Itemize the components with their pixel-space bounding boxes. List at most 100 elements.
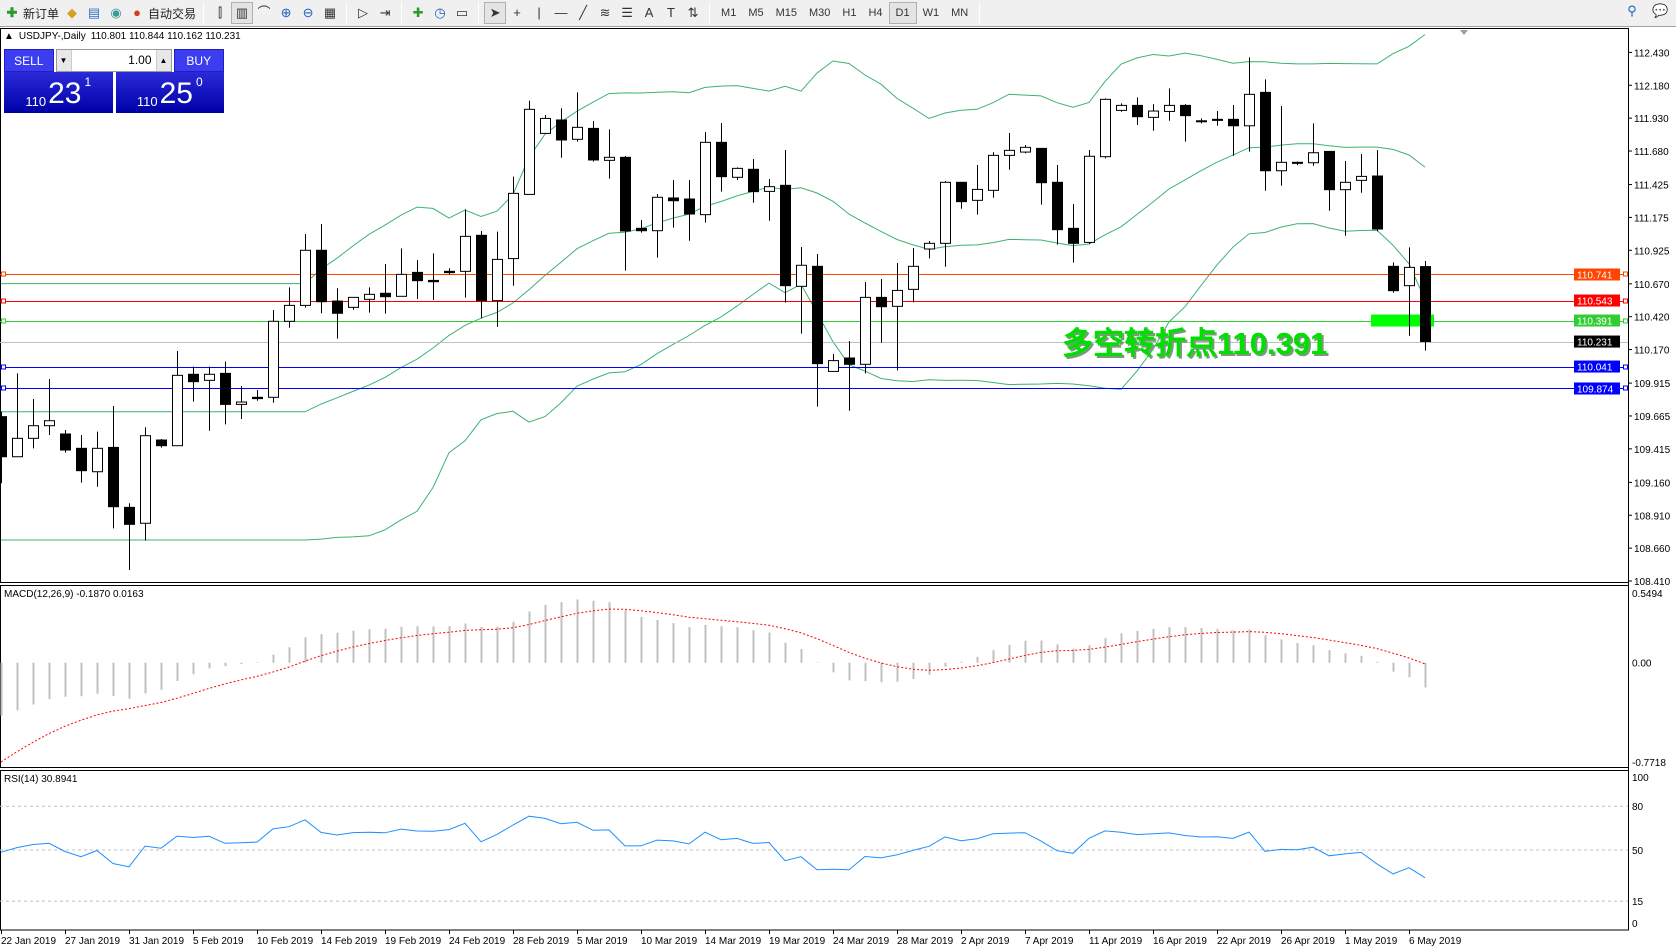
timeframe-d1[interactable]: D1 [888, 2, 917, 24]
periods-clock-button[interactable]: ◷ [429, 2, 451, 24]
level-price-tag [1574, 335, 1620, 348]
candle-body-bear [188, 373, 199, 383]
timeframe-h4[interactable]: H4 [868, 7, 883, 19]
timeframe-m30[interactable]: M30 [809, 7, 831, 19]
candle [972, 164, 983, 215]
lot-increase-button[interactable]: ▲ [155, 50, 171, 71]
candle-body-bull [204, 373, 215, 381]
vertical-line-button[interactable]: | [528, 2, 550, 24]
timeframe-mn[interactable]: MN [951, 7, 969, 19]
cursor-button[interactable]: ➤ [484, 2, 507, 24]
level-anchor-left[interactable] [1, 318, 6, 324]
date-tick-label: 31 Jan 2019 [129, 936, 184, 947]
candle-body-bear [1212, 118, 1223, 121]
candle-body-bull [236, 401, 247, 405]
candle [1052, 164, 1063, 245]
crosshair-button[interactable]: + [506, 2, 528, 24]
autoscroll-button[interactable]: ▷ [352, 2, 374, 24]
level-anchor-right[interactable] [1623, 318, 1628, 324]
level-anchor-right[interactable] [1623, 298, 1628, 304]
templates-button[interactable]: ▭ [451, 2, 473, 24]
chart-shift-marker-icon[interactable] [1460, 30, 1468, 35]
candle [652, 194, 663, 258]
candle-body-bull [348, 296, 359, 308]
collapse-triangle-icon[interactable]: ▲ [4, 31, 14, 42]
level-price-label: 110.391 [1577, 317, 1613, 328]
candle [764, 179, 775, 221]
new-order-button[interactable]: ✚ 新订单 [2, 2, 61, 24]
text-label-button[interactable]: T [660, 2, 682, 24]
lot-decrease-button[interactable]: ▼ [56, 50, 72, 71]
candle-body-bear [1372, 175, 1383, 230]
right-tools: ⚲ 💬 [1624, 3, 1668, 19]
book-button[interactable]: ◆ [61, 2, 83, 24]
timeframe-h1[interactable]: H1 [842, 7, 857, 19]
buy-button[interactable]: BUY [173, 49, 224, 72]
buy-price[interactable]: 110 25 0 [115, 72, 224, 113]
candle-body-bear [332, 300, 343, 314]
candle [380, 263, 391, 314]
timeframe-m5[interactable]: M5 [748, 7, 764, 19]
timeframe-m15[interactable]: M15 [775, 7, 797, 19]
level-anchor-left[interactable] [1, 271, 6, 277]
sell-button[interactable]: SELL [4, 49, 54, 72]
candle [236, 385, 247, 420]
tile-windows-button[interactable]: ▦ [319, 2, 341, 24]
candle [1116, 103, 1127, 112]
fibo-retracement-button[interactable]: ☰ [616, 2, 638, 24]
candle-body-bull [572, 126, 583, 140]
pivot-highlight-box[interactable] [1371, 314, 1434, 327]
chart-shift-button[interactable]: ⇥ [374, 2, 396, 24]
rsi-line [0, 815, 1426, 879]
signal-button[interactable]: ◉ [105, 2, 127, 24]
arrows-button[interactable]: ⇅ [682, 2, 704, 24]
trendline-button[interactable]: ╱ [572, 2, 594, 24]
text-icon: A [644, 5, 654, 20]
add-indicator-button[interactable]: ✚ [407, 2, 429, 24]
candle-body-bull [1148, 110, 1159, 118]
candle-body-bull [1084, 155, 1095, 243]
level-anchor-right[interactable] [1623, 271, 1628, 277]
candlestick-button[interactable]: ▥ [231, 2, 254, 24]
level-anchor-left[interactable] [1, 385, 6, 391]
candle-body-bear [780, 184, 791, 287]
candle-body-bull [460, 235, 471, 272]
price-tick-label: 110.170 [1634, 346, 1670, 357]
date-tick-label: 2 Apr 2019 [961, 936, 1010, 947]
zoom-out-button[interactable]: ⊖ [297, 2, 319, 24]
arrows-icon: ⇅ [687, 5, 699, 20]
candle [12, 373, 23, 458]
candle [348, 296, 359, 310]
chat-icon[interactable]: 💬 [1652, 3, 1669, 18]
pivot-annotation-text[interactable]: 多空转折点110.391 [1062, 326, 1328, 361]
candle [252, 389, 263, 401]
vertical-line-icon: | [537, 5, 541, 20]
line-chart-button[interactable]: ⌒ [253, 2, 275, 24]
terminal-button[interactable]: ▤ [83, 2, 105, 24]
search-icon[interactable]: ⚲ [1627, 3, 1637, 18]
zoom-in-button[interactable]: ⊕ [275, 2, 297, 24]
level-anchor-right[interactable] [1623, 385, 1628, 391]
lot-input[interactable]: 1.00 [128, 53, 152, 67]
level-anchor-right[interactable] [1623, 364, 1628, 370]
text-button[interactable]: A [638, 2, 660, 24]
candle-body-bull [508, 192, 519, 260]
timeframe-m1[interactable]: M1 [721, 7, 737, 19]
terminal-icon: ▤ [87, 5, 101, 20]
macd-signal-line [0, 608, 1426, 763]
candle [716, 123, 727, 192]
fibo-channel-button[interactable]: ≋ [594, 2, 616, 24]
candle [1356, 154, 1367, 193]
candle [956, 181, 967, 209]
horizontal-line-button[interactable]: — [550, 2, 572, 24]
sell-price[interactable]: 110 23 1 [4, 72, 113, 113]
price-tick-label: 110.420 [1634, 313, 1670, 324]
candle-body-bull [908, 265, 919, 290]
level-anchor-left[interactable] [1, 298, 6, 304]
auto-trading-button[interactable]: ● 自动交易 [127, 2, 198, 24]
signal-icon: ◉ [110, 5, 122, 20]
level-anchor-left[interactable] [1, 364, 6, 370]
bar-chart-button[interactable]: ⫿ [209, 2, 231, 24]
timeframe-w1[interactable]: W1 [922, 7, 940, 19]
